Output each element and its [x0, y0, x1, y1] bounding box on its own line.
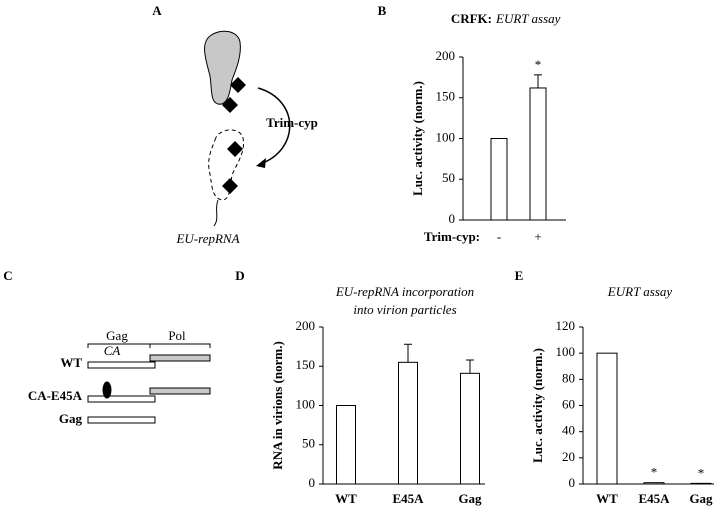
- rna-tail: [213, 199, 219, 227]
- bar: [490, 138, 508, 221]
- row-label: WT: [60, 355, 82, 370]
- chart-title: EURT assay: [607, 284, 673, 299]
- y-axis-label: Luc. activity (norm.): [410, 81, 425, 196]
- rna-label: EU-repRNA: [175, 231, 239, 246]
- x-axis-label: Trim-cyp:: [424, 229, 480, 244]
- y-tick-label: 150: [436, 89, 456, 104]
- arrow-label: Trim-cyp: [266, 115, 318, 130]
- error-bar: [466, 359, 474, 374]
- error-bar: [404, 343, 412, 363]
- y-tick-label: 200: [436, 48, 456, 63]
- mutation: [102, 381, 112, 399]
- significance: *: [651, 465, 658, 480]
- pol-bar: [149, 387, 211, 395]
- y-axis-label: RNA in virions (norm.): [270, 341, 285, 470]
- bar: [690, 482, 712, 485]
- panel-label: D: [235, 268, 244, 283]
- arrow-head: [256, 158, 266, 168]
- panel-label: E: [515, 268, 524, 283]
- chart-subtitle: EURT assay: [495, 11, 561, 26]
- gag-bar: [87, 416, 156, 424]
- y-tick-label: 80: [562, 370, 575, 385]
- bar: [336, 405, 356, 485]
- error-bar: [534, 74, 542, 88]
- bracket-label: Pol: [168, 328, 186, 343]
- y-tick-label: 60: [562, 396, 575, 411]
- y-tick-label: 100: [436, 129, 456, 144]
- gag-bar: [87, 395, 156, 403]
- y-tick-label: 50: [302, 436, 315, 451]
- chart-title: CRFK:: [451, 11, 492, 26]
- chart-subtitle: into virion particles: [353, 302, 456, 317]
- significance: *: [698, 465, 705, 480]
- panel-label: A: [152, 3, 162, 18]
- x-tick-label: +: [534, 229, 541, 244]
- row-label: CA-E45A: [28, 388, 83, 403]
- y-tick-label: 20: [562, 449, 575, 464]
- pol-bracket: [149, 343, 211, 348]
- y-tick-label: 100: [296, 396, 316, 411]
- diagram-a: Trim-cyp EU-repRNA: [175, 30, 318, 246]
- y-tick-label: 0: [309, 475, 316, 490]
- y-tick-label: 50: [442, 170, 455, 185]
- gag-bar: [87, 361, 156, 369]
- capsid-shape: [204, 30, 241, 105]
- y-tick-label: 0: [569, 475, 576, 490]
- ca-label: CA: [104, 343, 121, 358]
- pol-bar: [149, 354, 211, 362]
- x-tick-label: E45A: [638, 491, 670, 506]
- x-tick-label: Gag: [689, 491, 713, 506]
- row-label: Gag: [59, 411, 83, 426]
- bar: [398, 361, 418, 485]
- y-tick-label: 200: [296, 318, 316, 333]
- y-tick-label: 120: [556, 318, 576, 333]
- x-tick-label: E45A: [392, 491, 424, 506]
- y-tick-label: 150: [296, 357, 316, 372]
- bar: [529, 87, 547, 221]
- y-tick-label: 100: [556, 344, 576, 359]
- diagram-c: [87, 343, 211, 424]
- y-tick-label: 40: [562, 423, 575, 438]
- bar: [460, 372, 480, 485]
- y-axis-label: Luc. activity (norm.): [530, 348, 545, 463]
- x-tick-label: WT: [335, 491, 357, 506]
- x-tick-label: Gag: [458, 491, 482, 506]
- bar: [596, 352, 618, 485]
- bracket-label: Gag: [106, 328, 128, 343]
- chart-title: EU-repRNA incorporation: [335, 284, 474, 299]
- arrow: [257, 87, 291, 165]
- diamonds: [222, 77, 246, 194]
- y-tick-label: 0: [449, 211, 456, 226]
- significance: *: [535, 57, 542, 72]
- x-tick-label: WT: [596, 491, 618, 506]
- panel-label: C: [3, 268, 12, 283]
- x-tick-label: -: [497, 229, 501, 244]
- bar: [643, 482, 665, 485]
- panel-label: B: [378, 3, 387, 18]
